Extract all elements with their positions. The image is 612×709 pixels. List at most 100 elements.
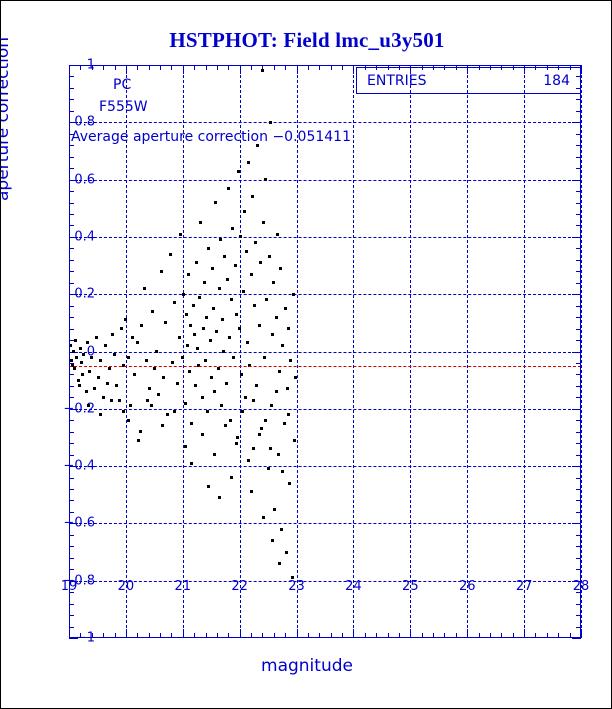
statistics-box: ENTRIES 184 — [356, 67, 581, 94]
data-point — [71, 364, 75, 368]
x-tick-minor — [546, 633, 548, 638]
data-point — [243, 395, 247, 399]
y-tick-minor — [576, 248, 581, 250]
y-tick-minor — [576, 213, 581, 215]
data-point — [144, 358, 148, 362]
y-tick-minor — [69, 489, 74, 491]
y-tick — [572, 638, 581, 639]
data-point — [249, 490, 253, 494]
data-point — [229, 418, 233, 422]
data-point — [86, 341, 90, 345]
data-point — [150, 309, 154, 313]
data-point — [268, 120, 272, 124]
y-tick-minor — [576, 87, 581, 89]
data-point — [271, 539, 275, 543]
gridline-vertical — [125, 65, 127, 638]
y-tick-minor — [69, 133, 74, 135]
y-tick-minor — [576, 328, 581, 330]
data-point — [272, 281, 276, 285]
data-point — [133, 372, 137, 376]
data-point — [232, 355, 236, 359]
y-tick-minor — [576, 225, 581, 227]
data-point — [280, 470, 284, 474]
data-point — [184, 312, 188, 316]
y-tick-minor — [69, 248, 74, 250]
y-tick-minor — [576, 431, 581, 433]
data-point — [269, 447, 273, 451]
y-tick-minor — [69, 87, 74, 89]
data-point — [175, 381, 179, 385]
data-point — [273, 507, 277, 511]
y-tick-minor — [69, 340, 74, 342]
data-point — [241, 289, 245, 293]
x-tick — [353, 65, 355, 74]
x-axis-title: magnitude — [261, 656, 353, 676]
x-tick-minor — [91, 633, 93, 638]
data-point — [258, 433, 262, 437]
data-point — [249, 272, 253, 276]
y-tick-minor — [69, 500, 74, 502]
x-tick-minor — [376, 633, 378, 638]
data-point — [199, 221, 203, 225]
gridline-horizontal — [69, 294, 581, 296]
x-tick-minor — [80, 65, 82, 70]
data-point — [186, 272, 190, 276]
filter-label: F555W — [99, 99, 148, 115]
data-point — [207, 246, 211, 250]
y-tick-minor — [576, 168, 581, 170]
y-tick-minor — [69, 534, 74, 536]
data-point — [279, 266, 283, 270]
data-point — [101, 395, 105, 399]
x-tick-minor — [319, 65, 321, 70]
data-point — [140, 324, 144, 328]
x-tick — [182, 629, 184, 638]
x-tick — [125, 65, 127, 74]
data-point — [212, 453, 216, 457]
data-point — [149, 404, 153, 408]
y-tick — [572, 236, 581, 238]
data-point — [229, 476, 233, 480]
detector-label: PC — [113, 77, 132, 93]
y-tick — [69, 122, 78, 124]
y-tick-minor — [576, 420, 581, 422]
x-tick — [296, 65, 298, 74]
data-point — [161, 424, 165, 428]
data-point — [98, 413, 102, 417]
y-tick-minor — [576, 500, 581, 502]
data-point — [127, 418, 131, 422]
x-tick-label: 22 — [231, 579, 248, 594]
x-tick-label: 25 — [402, 579, 419, 594]
data-point — [213, 390, 217, 394]
data-point — [293, 375, 297, 379]
data-point — [259, 427, 263, 431]
y-tick-minor — [69, 477, 74, 479]
y-tick-minor — [576, 569, 581, 571]
data-point — [252, 304, 256, 308]
y-tick-minor — [69, 397, 74, 399]
x-tick-minor — [569, 633, 571, 638]
data-point — [204, 358, 208, 362]
data-point — [76, 378, 80, 382]
data-point — [208, 338, 212, 342]
data-point — [284, 550, 288, 554]
data-point — [117, 398, 121, 402]
y-tick — [69, 523, 78, 525]
x-tick-minor — [205, 633, 207, 638]
x-tick-label: 26 — [458, 579, 476, 594]
x-tick-minor — [171, 633, 173, 638]
y-tick — [572, 351, 581, 353]
y-tick-minor — [576, 626, 581, 628]
y-tick-label: −0.4 — [63, 458, 95, 474]
data-point — [152, 367, 156, 371]
data-point — [237, 169, 241, 173]
data-point — [201, 327, 205, 331]
data-point — [263, 418, 267, 422]
gridline-vertical — [581, 65, 582, 638]
y-axis-title: aperture correction — [0, 37, 13, 201]
data-point — [255, 384, 259, 388]
y-tick-minor — [576, 511, 581, 513]
x-tick-minor — [251, 633, 253, 638]
x-tick-minor — [160, 65, 162, 70]
x-tick-label: 24 — [345, 579, 362, 594]
gridline-vertical — [296, 65, 298, 638]
